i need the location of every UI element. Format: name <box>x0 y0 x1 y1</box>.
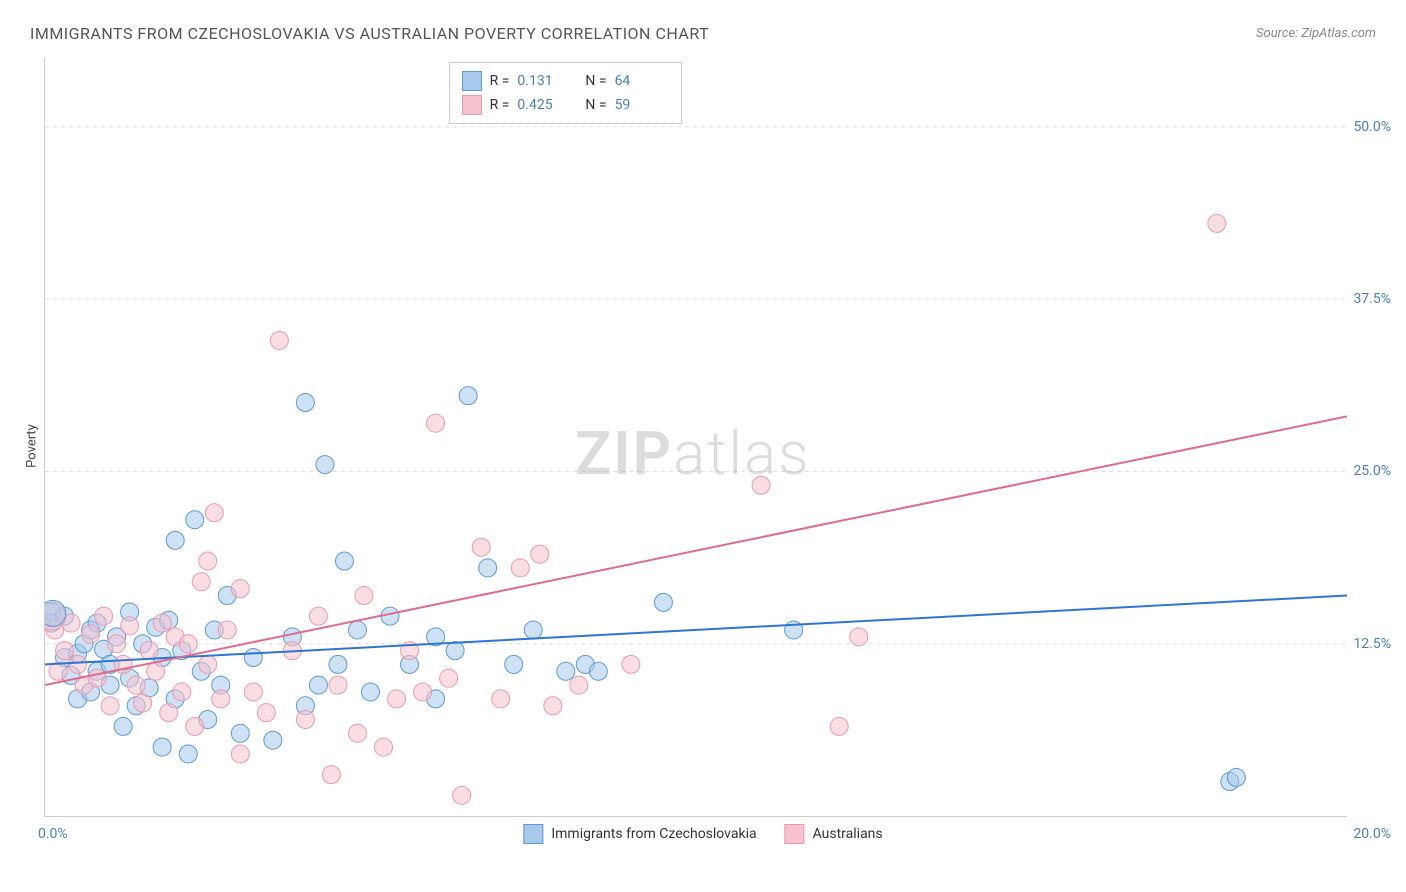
legend-row: R = 0.131 N = 64 <box>462 69 669 93</box>
y-tick-label: 50.0% <box>1353 119 1391 135</box>
x-axis-end-label: 20.0% <box>1353 826 1391 842</box>
legend-row: R = 0.425 N = 59 <box>462 93 669 117</box>
legend-swatch <box>462 71 482 91</box>
legend-r-label: R = <box>490 73 510 89</box>
y-tick-label: 25.0% <box>1353 463 1391 479</box>
series-legend-label: Australians <box>813 826 883 842</box>
source-attribution: Source: ZipAtlas.com <box>1256 26 1376 41</box>
series-legend-label: Immigrants from Czechoslovakia <box>551 826 756 842</box>
legend-swatch <box>785 824 805 844</box>
y-axis-label: Poverty <box>24 424 39 468</box>
correlation-legend: R = 0.131 N = 64 R = 0.425 N = 59 <box>449 62 682 124</box>
legend-r-label: R = <box>490 97 510 113</box>
legend-r-value: 0.131 <box>517 73 571 89</box>
y-tick-label: 12.5% <box>1353 636 1391 652</box>
series-legend-item: Immigrants from Czechoslovakia <box>523 824 756 844</box>
legend-swatch <box>523 824 543 844</box>
legend-swatch <box>462 95 482 115</box>
legend-n-label: N = <box>585 97 606 113</box>
chart-plot-area: ZIPatlas R =0.131N =64R =0.425N =59 <box>44 58 1347 817</box>
x-axis-origin-label: 0.0% <box>38 826 68 842</box>
chart-title: IMMIGRANTS FROM CZECHOSLOVAKIA VS AUSTRA… <box>30 24 709 43</box>
legend-n-value: 64 <box>615 73 669 89</box>
legend-n-value: 59 <box>615 97 669 113</box>
series-legend-item: Australians <box>785 824 883 844</box>
legend-n-label: N = <box>585 73 606 89</box>
legend-r-value: 0.425 <box>517 97 571 113</box>
scatter-svg <box>45 58 1347 816</box>
series-legend: Immigrants from Czechoslovakia Australian… <box>523 824 882 844</box>
y-tick-label: 37.5% <box>1353 291 1391 307</box>
